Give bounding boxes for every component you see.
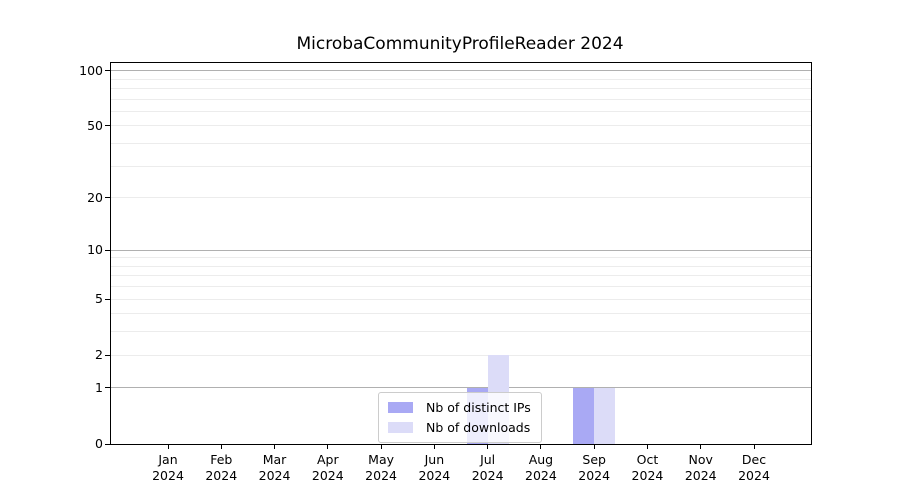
x-tick-year: 2024 [152, 468, 184, 483]
x-tick-month: Jul [480, 452, 496, 467]
x-tick-month: Jun [424, 452, 445, 467]
y-axis-tick [105, 249, 111, 251]
minor-gridline [111, 98, 811, 100]
legend: Nb of distinct IPs Nb of downloads [378, 392, 542, 443]
x-axis-tick [433, 444, 435, 449]
x-tick-year: 2024 [738, 468, 770, 483]
x-tick-year: 2024 [205, 468, 238, 483]
major-gridline [111, 249, 811, 251]
y-axis-tick [105, 197, 111, 199]
legend-label-downloads: Nb of downloads [426, 420, 531, 435]
minor-gridline [111, 197, 811, 199]
x-tick-month: Apr [317, 452, 339, 467]
x-tick-label: Mar 2024 [259, 452, 291, 484]
plot-area: 0 1 2 5 10 20 50 100 Jan 2024 Feb 2024 Mar 2024 Apr 202… [79, 62, 812, 483]
minor-gridline [111, 143, 811, 145]
x-axis-tick [220, 444, 222, 449]
minor-gridline [111, 331, 811, 333]
x-tick-label: Jan 2024 [152, 452, 184, 484]
major-gridline [111, 70, 811, 72]
y-tick-label: 5 [95, 291, 103, 307]
x-tick-month: Dec [741, 452, 767, 467]
x-tick-label: Oct 2024 [632, 452, 664, 484]
x-tick-label: Sep 2024 [578, 452, 610, 484]
y-axis-tick [105, 443, 111, 445]
x-tick-year: 2024 [311, 468, 344, 483]
minor-gridline [111, 313, 811, 315]
x-tick-year: 2024 [418, 468, 451, 483]
x-axis-tick [327, 444, 329, 449]
x-tick-label: Jun 2024 [418, 452, 450, 484]
y-axis-tick [105, 70, 111, 72]
y-tick-label: 1 [95, 379, 103, 395]
x-tick-label: Nov 2024 [685, 452, 717, 484]
x-axis-tick [593, 444, 595, 449]
legend-item-downloads: Nb of downloads [388, 420, 531, 435]
x-tick-label: Apr 2024 [312, 452, 344, 484]
x-tick-month: Oct [636, 452, 659, 467]
y-axis-tick [105, 298, 111, 300]
x-tick-year: 2024 [684, 468, 717, 483]
major-gridline [111, 387, 811, 389]
y-tick-label: 0 [95, 436, 103, 451]
minor-gridline [111, 125, 811, 127]
minor-gridline [111, 87, 811, 89]
x-axis-tick [646, 444, 648, 449]
minor-gridline [111, 286, 811, 288]
y-axis-tick [105, 354, 111, 356]
y-tick-label: 10 [87, 242, 103, 257]
y-axis-tick [105, 125, 111, 127]
x-tick-year: 2024 [578, 468, 611, 483]
minor-gridline [111, 257, 811, 259]
x-tick-year: 2024 [525, 468, 557, 483]
x-tick-year: 2024 [631, 468, 664, 483]
x-tick-label: Feb 2024 [205, 452, 237, 484]
minor-gridline [111, 298, 811, 300]
legend-item-distinct-ips: Nb of distinct IPs [388, 400, 531, 415]
y-tick-label: 50 [87, 117, 103, 133]
x-tick-month: Sep [582, 452, 606, 467]
bar-downloads [594, 387, 616, 444]
bar-distinct-ips [573, 387, 595, 444]
minor-gridline [111, 110, 811, 112]
x-tick-year: 2024 [471, 468, 504, 483]
legend-label-distinct-ips: Nb of distinct IPs [426, 400, 531, 415]
y-axis-tick [105, 387, 111, 389]
x-tick-month: Aug [528, 452, 554, 467]
x-axis-tick [540, 444, 542, 449]
x-tick-month: Jan [158, 452, 178, 467]
y-tick-label: 100 [79, 62, 103, 78]
x-tick-label: Aug 2024 [525, 452, 557, 484]
x-tick-month: May [368, 452, 394, 467]
x-tick-label: May 2024 [365, 452, 397, 484]
minor-gridline [111, 275, 811, 277]
x-tick-label: Dec 2024 [738, 452, 770, 484]
legend-swatch-distinct-ips [388, 402, 413, 413]
legend-swatch-downloads [388, 422, 413, 433]
x-tick-label: Jul 2024 [472, 452, 504, 484]
y-tick-label: 20 [87, 189, 103, 205]
minor-gridline [111, 265, 811, 267]
x-tick-month: Feb [210, 452, 233, 467]
x-axis-tick [274, 444, 276, 449]
chart-title: MicrobaCommunityProfileReader 2024 [296, 34, 624, 54]
x-axis-tick [700, 444, 702, 449]
y-tick-label: 2 [95, 347, 103, 363]
minor-gridline [111, 354, 811, 356]
x-tick-year: 2024 [365, 468, 397, 483]
minor-gridline [111, 78, 811, 80]
x-axis-tick [753, 444, 755, 449]
x-axis-tick [167, 444, 169, 449]
x-tick-month: Nov [688, 452, 713, 467]
x-tick-month: Mar [262, 452, 287, 467]
x-tick-year: 2024 [258, 468, 291, 483]
x-axis-tick [380, 444, 382, 449]
x-axis-tick [487, 444, 489, 449]
minor-gridline [111, 165, 811, 167]
